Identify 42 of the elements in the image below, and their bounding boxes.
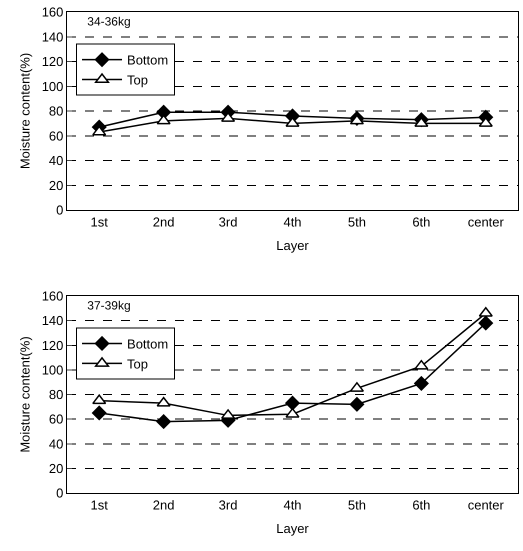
y-tick-label: 20 <box>48 178 64 193</box>
chart-title: 37-39kg <box>87 298 131 312</box>
legend-label: Bottom <box>127 52 168 68</box>
x-tick-label: 2nd <box>152 214 174 230</box>
x-tick-label: 3rd <box>218 498 238 513</box>
y-tick-label: 60 <box>48 128 64 144</box>
y-axis-title: Moisture content(%) <box>18 336 33 453</box>
x-tick-label: center <box>468 498 505 513</box>
x-tick-label: center <box>468 214 505 230</box>
legend-label: Bottom <box>127 336 168 352</box>
x-tick-label: 2nd <box>152 498 174 513</box>
y-tick-label: 100 <box>42 78 64 94</box>
y-tick-label: 100 <box>42 362 64 378</box>
x-tick-label: 1st <box>90 498 108 513</box>
x-axis-title: Layer <box>276 238 310 254</box>
x-tick-label: 1st <box>90 214 108 230</box>
x-tick-label: 4th <box>283 214 302 230</box>
x-tick-label: 6th <box>412 214 430 230</box>
y-tick-label: 140 <box>42 29 64 44</box>
y-tick-label: 60 <box>48 412 64 427</box>
y-tick-label: 120 <box>42 54 64 70</box>
legend-label: Top <box>127 72 148 88</box>
x-tick-label: 5th <box>348 498 366 513</box>
y-tick-label: 20 <box>48 460 64 476</box>
y-tick-label: 0 <box>56 202 64 218</box>
y-tick-label: 0 <box>56 486 64 501</box>
y-tick-label: 160 <box>42 4 64 20</box>
y-tick-label: 40 <box>48 153 64 168</box>
legend-label: Top <box>127 356 148 372</box>
x-tick-label: 6th <box>412 498 430 513</box>
y-tick-label: 80 <box>48 104 64 119</box>
x-axis-title: Layer <box>276 521 310 536</box>
x-tick-label: 4th <box>283 498 302 513</box>
y-tick-label: 80 <box>48 387 64 402</box>
y-tick-label: 160 <box>42 288 64 304</box>
y-tick-label: 120 <box>42 338 64 353</box>
y-axis-title: Moisture content(%) <box>18 52 33 170</box>
x-tick-label: 3rd <box>218 214 238 230</box>
y-tick-label: 140 <box>42 313 64 328</box>
x-tick-label: 5th <box>348 214 366 230</box>
chart-title: 34-36kg <box>87 14 131 28</box>
y-tick-label: 40 <box>48 436 64 452</box>
